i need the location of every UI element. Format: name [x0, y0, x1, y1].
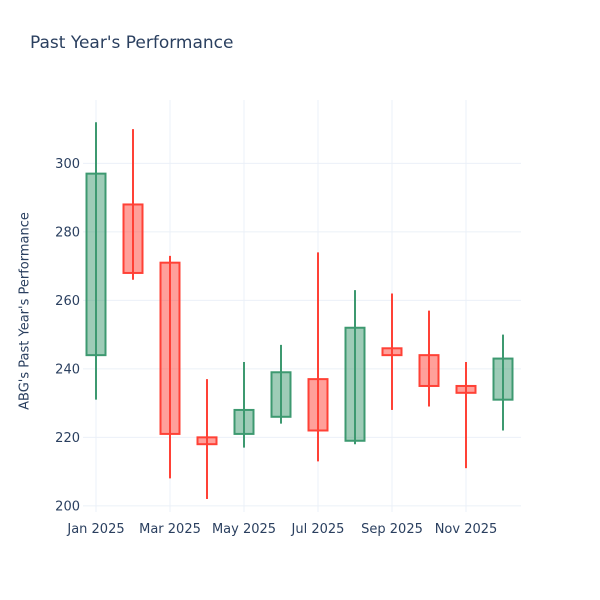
candle-body	[455, 384, 477, 394]
candle-body	[344, 326, 366, 442]
candle-body	[381, 347, 403, 357]
candle-body	[307, 378, 329, 432]
candle-body	[233, 408, 255, 435]
y-tick-label: 300	[55, 157, 80, 172]
candle-body	[418, 354, 440, 387]
x-tick-label: Jul 2025	[291, 522, 345, 537]
candle-body	[122, 203, 144, 274]
candle-body	[270, 371, 292, 418]
x-tick-label: May 2025	[212, 522, 276, 537]
x-tick-label: Mar 2025	[139, 522, 201, 537]
candle-body	[85, 172, 107, 357]
x-tick-label: Sep 2025	[361, 522, 423, 537]
x-tick-label: Jan 2025	[66, 522, 124, 537]
candle-body	[159, 261, 181, 435]
y-tick-label: 240	[55, 362, 80, 377]
y-tick-label: 260	[55, 294, 80, 309]
y-tick-label: 220	[55, 431, 80, 446]
x-tick-label: Nov 2025	[435, 522, 498, 537]
y-tick-label: 280	[55, 225, 80, 240]
candle-body	[492, 357, 514, 401]
candle-body	[196, 436, 218, 446]
y-tick-label: 200	[55, 499, 80, 514]
chart-title: Past Year's Performance	[30, 33, 234, 53]
